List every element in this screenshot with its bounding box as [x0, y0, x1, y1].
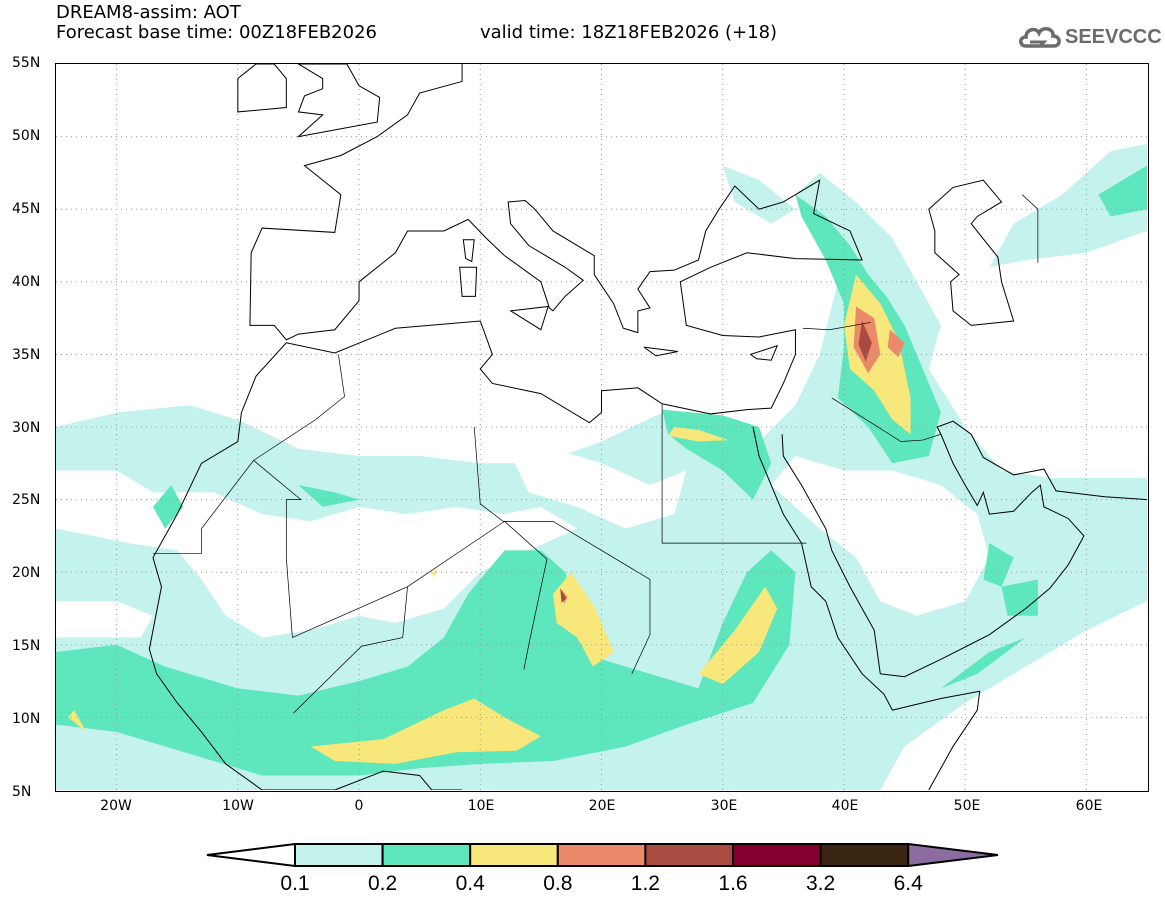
coastlines [149, 64, 1147, 790]
colorbar-label: 1.2 [630, 872, 660, 895]
lat-label: 20N [12, 565, 41, 581]
colorbar-swatch [644, 843, 734, 867]
lon-label: 20W [100, 798, 132, 814]
colorbar-under-triangle [206, 842, 296, 868]
graticule [56, 64, 1147, 790]
logo-text: SEEVCCC [1065, 26, 1162, 48]
colorbar-label: 0.4 [455, 872, 485, 895]
lat-label: 45N [12, 201, 41, 217]
aot-1.2-1.6-field [560, 321, 872, 603]
colorbar-label: 0.2 [367, 872, 398, 895]
colorbar-swatch [381, 843, 472, 867]
lon-label: 60E [1075, 798, 1103, 814]
colorbar-label: 0.8 [543, 872, 573, 895]
map-canvas [56, 64, 1147, 790]
valid-time: valid time: 18Z18FEB2026 (+18) [480, 22, 778, 43]
colorbar-swatch [732, 843, 822, 867]
colorbar-swatch [294, 843, 384, 867]
colorbar-over-triangle [907, 842, 999, 868]
lon-label: 0 [354, 798, 364, 814]
lon-label: 10E [467, 798, 495, 814]
lat-label: 50N [12, 128, 41, 144]
lat-label: 35N [12, 347, 41, 363]
colorbar-swatch [556, 843, 647, 867]
lat-label: 10N [12, 711, 41, 727]
cloud-icon [1019, 27, 1061, 48]
lon-label: 10W [222, 798, 254, 814]
lat-label: 25N [12, 492, 41, 508]
colorbar-label: 6.4 [893, 872, 923, 895]
colorbar-label: 0.1 [280, 872, 310, 895]
colorbar-swatch [819, 843, 910, 867]
lon-label: 30E [710, 798, 738, 814]
country-borders [153, 195, 1038, 713]
lat-label: 30N [12, 420, 41, 436]
colorbar-label: 1.6 [718, 872, 748, 895]
lon-label: 50E [953, 798, 981, 814]
lon-label: 40E [831, 798, 859, 814]
aot-clear-areas [56, 441, 990, 718]
seevccc-logo: SEEVCCC [1018, 24, 1162, 50]
lat-label: 15N [12, 638, 41, 654]
lat-label: 55N [12, 55, 41, 71]
colorbar-swatch [469, 843, 559, 867]
aot-map[interactable] [55, 63, 1149, 792]
lon-label: 20E [588, 798, 616, 814]
forecast-base-time: Forecast base time: 00Z18FEB2026 [56, 22, 377, 43]
colorbar-label: 3.2 [805, 872, 836, 895]
colorbar [206, 842, 999, 868]
lat-label: 5N [12, 784, 32, 800]
lat-label: 40N [12, 274, 41, 290]
map-title: DREAM8-assim: AOT [56, 2, 241, 23]
